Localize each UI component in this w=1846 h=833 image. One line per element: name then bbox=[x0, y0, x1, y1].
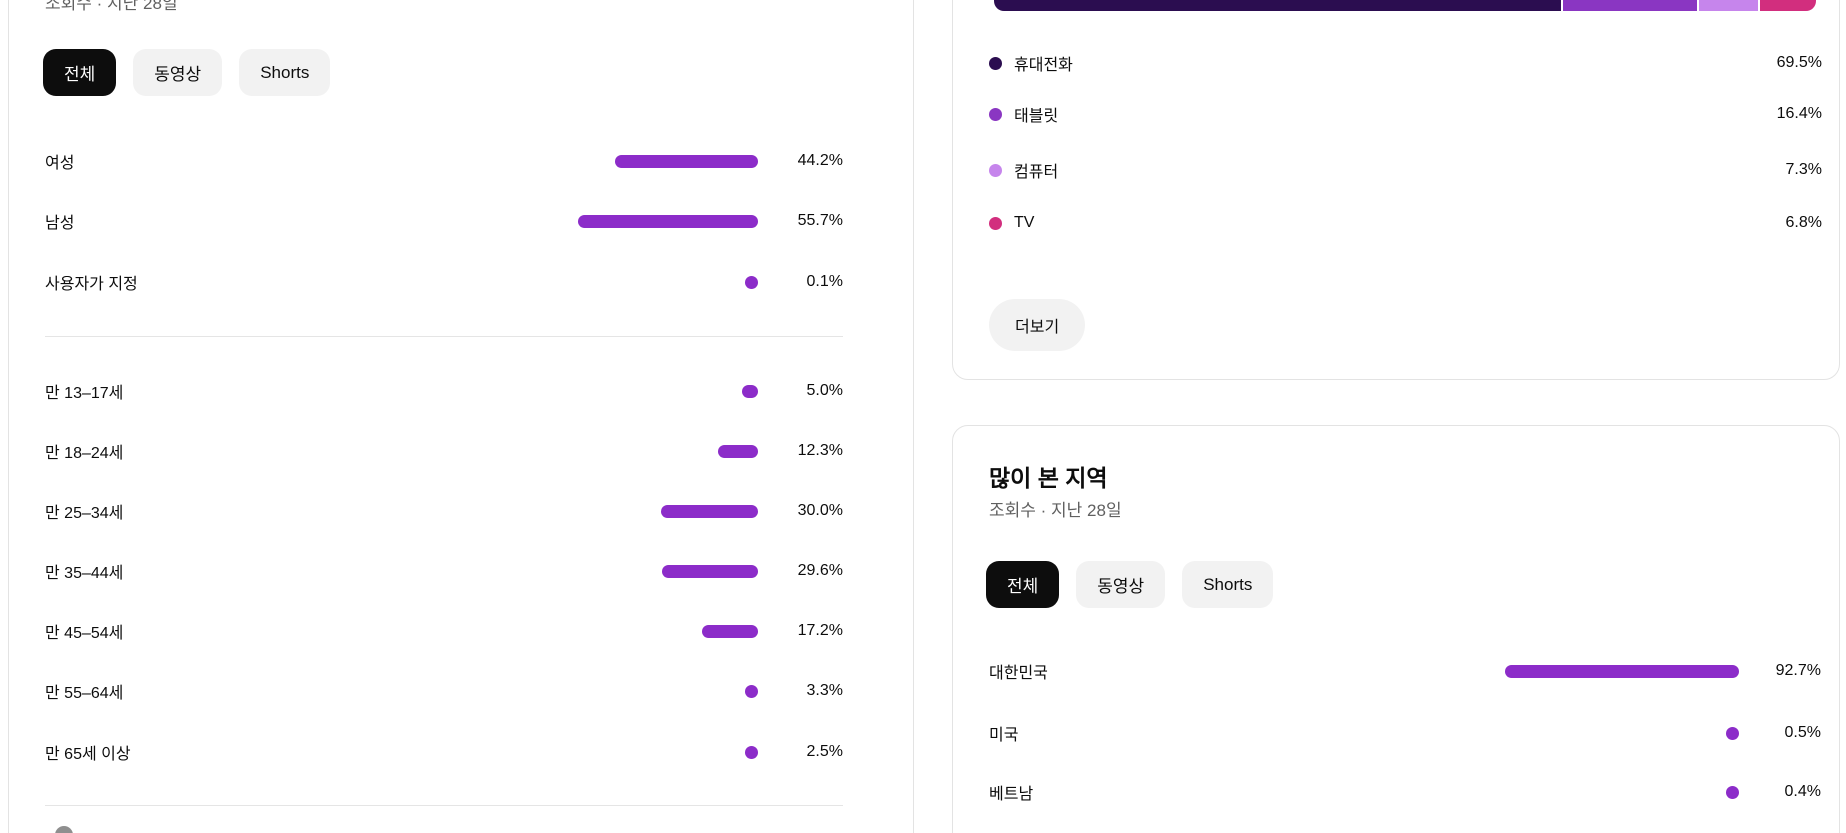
demographics-card: 조회수 · 지난 28일 전체 동영상 Shorts 여성 44.2% 남성 5… bbox=[8, 0, 914, 833]
legend-dot-computer bbox=[989, 163, 1002, 177]
age-row: 만 65세 이상 2.5% bbox=[45, 736, 843, 768]
age-row-value: 17.2% bbox=[797, 622, 843, 639]
legend-row-tablet: 태블릿 16.4% bbox=[989, 98, 1822, 130]
legend-label: TV bbox=[1014, 214, 1035, 231]
gender-row: 사용자가 지정 0.1% bbox=[45, 266, 843, 298]
region-row-label: 대한민국 bbox=[989, 665, 1048, 682]
stacked-segment-computer bbox=[1698, 0, 1759, 11]
age-row-value: 29.6% bbox=[797, 562, 843, 579]
age-row-bar bbox=[661, 504, 758, 518]
legend-label: 컴퓨터 bbox=[1014, 164, 1059, 181]
region-row-value: 0.5% bbox=[1784, 724, 1821, 741]
region-row-bar bbox=[1726, 785, 1739, 799]
filter-chip-all[interactable]: 전체 bbox=[986, 561, 1060, 608]
gender-row-value: 55.7% bbox=[797, 212, 843, 229]
age-row-label: 만 45–54세 bbox=[45, 625, 124, 642]
age-row-value: 5.0% bbox=[806, 382, 843, 399]
gender-row-bar bbox=[615, 154, 758, 168]
age-row-bar bbox=[741, 384, 758, 398]
see-more-button[interactable]: 더보기 bbox=[989, 299, 1086, 351]
section-divider bbox=[45, 336, 843, 337]
legend-value: 69.5% bbox=[1776, 54, 1822, 71]
gender-row-value: 0.1% bbox=[806, 273, 843, 290]
age-row-label: 만 18–24세 bbox=[45, 445, 124, 462]
age-row: 만 55–64세 3.3% bbox=[45, 675, 843, 707]
age-row-label: 만 35–44세 bbox=[45, 565, 124, 582]
legend-row-tv: TV 6.8% bbox=[989, 207, 1822, 239]
age-row-bar bbox=[662, 564, 758, 578]
region-row-bar bbox=[1726, 726, 1739, 740]
age-row-label: 만 65세 이상 bbox=[45, 746, 131, 763]
filter-chip-shorts[interactable]: Shorts bbox=[239, 49, 331, 96]
region-row-label: 베트남 bbox=[989, 786, 1034, 803]
region-row: 대한민국 92.7% bbox=[989, 655, 1821, 687]
age-row-label: 만 25–34세 bbox=[45, 505, 124, 522]
section-divider bbox=[45, 805, 843, 806]
filter-chip-shorts[interactable]: Shorts bbox=[1182, 561, 1274, 608]
stacked-segment-tv bbox=[1760, 0, 1816, 11]
device-stacked-bar bbox=[994, 0, 1816, 11]
regions-filter-chips: 전체 동영상 Shorts bbox=[986, 561, 1274, 608]
gender-row-label: 남성 bbox=[45, 215, 75, 232]
age-row-bar bbox=[745, 745, 758, 759]
age-row-bar bbox=[745, 684, 758, 698]
filter-chip-all[interactable]: 전체 bbox=[43, 49, 117, 96]
region-row: 베트남 0.4% bbox=[989, 776, 1821, 808]
legend-value: 16.4% bbox=[1776, 105, 1822, 122]
legend-dot-tv bbox=[989, 216, 1002, 230]
legend-dot-phone bbox=[989, 56, 1002, 70]
gender-row-value: 44.2% bbox=[797, 152, 843, 169]
gender-row-bar bbox=[745, 275, 758, 289]
legend-label: 태블릿 bbox=[1014, 108, 1059, 125]
age-row-bar bbox=[702, 624, 758, 638]
filter-chip-videos[interactable]: 동영상 bbox=[1076, 561, 1166, 608]
region-row-value: 0.4% bbox=[1784, 783, 1821, 800]
age-row-label: 만 55–64세 bbox=[45, 685, 124, 702]
top-regions-card: 많이 본 지역 조회수 · 지난 28일 전체 동영상 Shorts 대한민국 … bbox=[952, 425, 1840, 833]
gender-row: 여성 44.2% bbox=[45, 145, 843, 177]
age-row: 만 25–34세 30.0% bbox=[45, 495, 843, 527]
age-row: 만 13–17세 5.0% bbox=[45, 375, 843, 407]
age-row-value: 30.0% bbox=[797, 502, 843, 519]
region-row-value: 92.7% bbox=[1775, 662, 1821, 679]
age-row-label: 만 13–17세 bbox=[45, 385, 124, 402]
legend-dot-tablet bbox=[989, 107, 1002, 121]
gender-row-label: 여성 bbox=[45, 155, 75, 172]
age-row: 만 45–54세 17.2% bbox=[45, 615, 843, 647]
region-row-label: 미국 bbox=[989, 727, 1019, 744]
device-types-card: 휴대전화 69.5% 태블릿 16.4% 컴퓨터 7.3% TV 6.8% 더보… bbox=[952, 0, 1840, 380]
info-icon bbox=[55, 826, 73, 833]
gender-row-label: 사용자가 지정 bbox=[45, 276, 138, 293]
region-row-bar bbox=[1504, 664, 1739, 678]
region-row: 미국 0.5% bbox=[989, 717, 1821, 749]
regions-card-subtitle: 조회수 · 지난 28일 bbox=[989, 501, 1122, 520]
age-row-value: 2.5% bbox=[806, 743, 843, 760]
demographics-card-subtitle: 조회수 · 지난 28일 bbox=[45, 0, 178, 13]
legend-row-phone: 휴대전화 69.5% bbox=[989, 47, 1822, 79]
legend-label: 휴대전화 bbox=[1014, 57, 1073, 74]
regions-card-title: 많이 본 지역 bbox=[989, 465, 1108, 491]
filter-chip-videos[interactable]: 동영상 bbox=[133, 49, 223, 96]
demographics-filter-chips: 전체 동영상 Shorts bbox=[43, 49, 331, 96]
gender-row: 남성 55.7% bbox=[45, 205, 843, 237]
legend-value: 6.8% bbox=[1785, 214, 1822, 231]
age-row-bar bbox=[718, 444, 758, 458]
stacked-segment-tablet bbox=[1563, 0, 1697, 11]
age-row-value: 12.3% bbox=[797, 442, 843, 459]
legend-row-computer: 컴퓨터 7.3% bbox=[989, 154, 1822, 186]
legend-value: 7.3% bbox=[1785, 161, 1822, 178]
age-row: 만 35–44세 29.6% bbox=[45, 555, 843, 587]
gender-row-bar bbox=[578, 214, 758, 228]
age-row: 만 18–24세 12.3% bbox=[45, 435, 843, 467]
stacked-segment-phone bbox=[994, 0, 1562, 11]
age-row-value: 3.3% bbox=[806, 682, 843, 699]
